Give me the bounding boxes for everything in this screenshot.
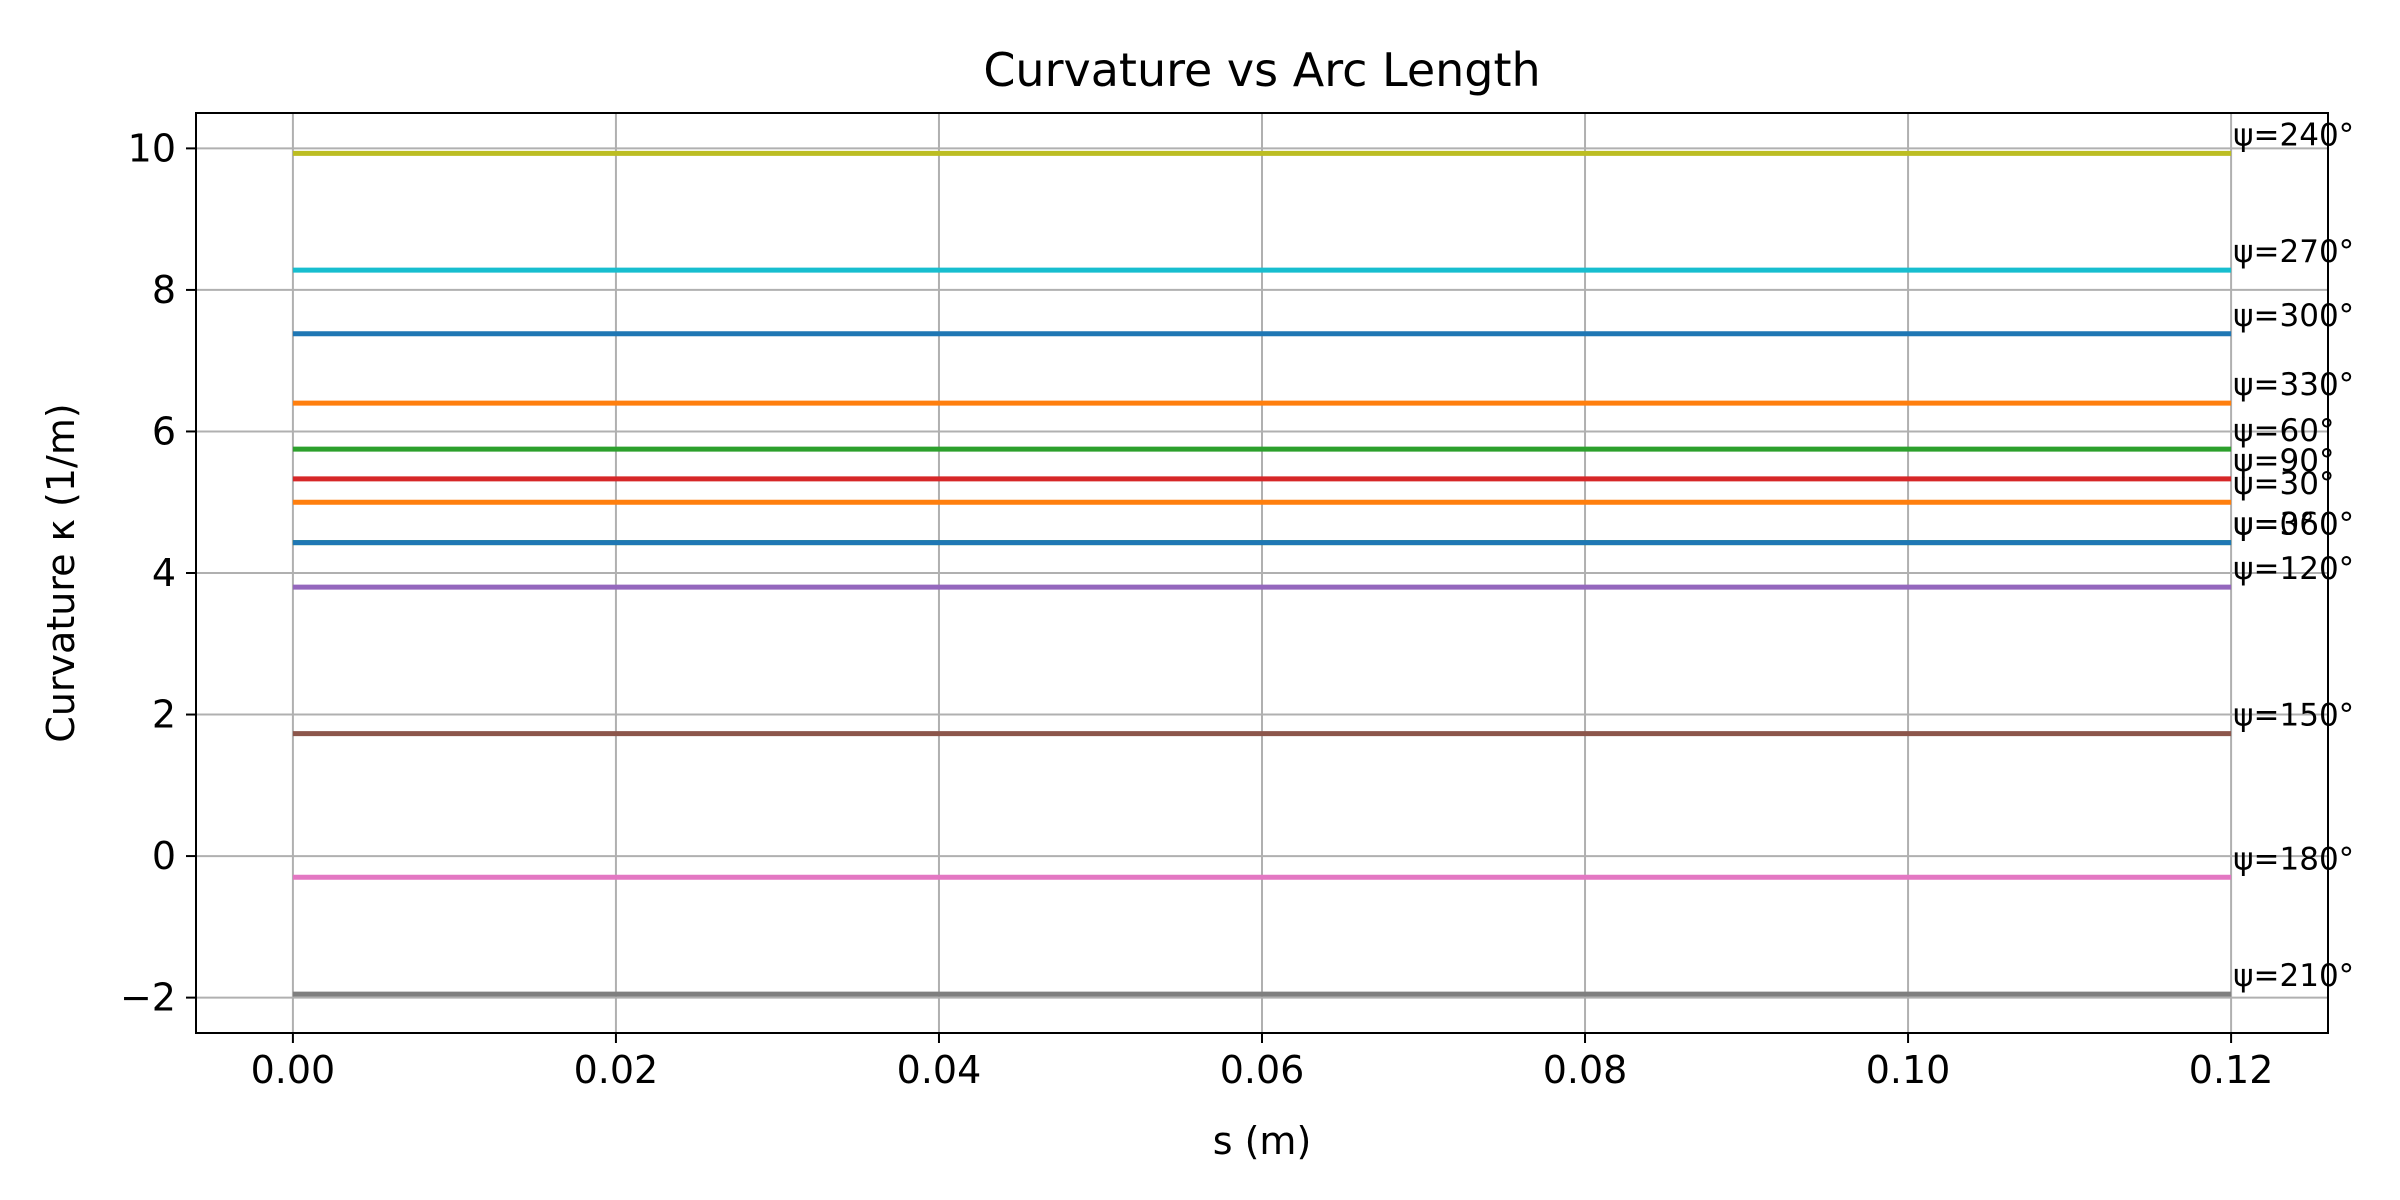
labels-layer: ψ=30° ψ=60°ψ=90° ψ=120° ψ=150° ψ=180° ψ=210° ψ… [2233, 117, 2354, 994]
x-tick-label: 0.00 [251, 1048, 336, 1092]
series-end-label: ψ=360° [2233, 507, 2354, 543]
y-axis-title: Curvature κ (1/m) [39, 403, 83, 742]
grid-layer [196, 113, 2328, 1033]
y-tick-label: 6 [152, 409, 176, 453]
y-tick-label: 4 [152, 551, 176, 595]
x-tick-label: 0.04 [897, 1048, 982, 1092]
series-end-label: ψ=60° [2233, 413, 2334, 449]
ticks-layer: 0.00 0.02 0.04 0.06 0.08 0.10 0.12 −2 0 2 4 6 8 10 [120, 126, 2273, 1092]
series-end-label: ψ=30° [2233, 466, 2334, 502]
series-end-label: ψ=330° [2233, 367, 2354, 403]
x-axis-title: s (m) [1213, 1119, 1312, 1163]
y-tick-label: −2 [120, 976, 176, 1020]
x-tick-label: 0.10 [1866, 1048, 1951, 1092]
series-end-label: ψ=150° [2233, 698, 2354, 734]
series-end-label: ψ=210° [2233, 958, 2354, 994]
series-end-label: ψ=120° [2233, 551, 2354, 587]
y-tick-label: 2 [152, 693, 176, 737]
y-tick-label: 8 [152, 268, 176, 312]
chart-title: Curvature vs Arc Length [983, 43, 1540, 97]
series-end-label: ψ=90° [2233, 443, 2334, 479]
x-tick-label: 0.08 [1543, 1048, 1628, 1092]
series-end-label: ψ=270° [2233, 234, 2354, 270]
y-tick-label: 0 [152, 834, 176, 878]
series-end-label: ψ=240° [2233, 117, 2354, 153]
x-tick-label: 0.02 [574, 1048, 659, 1092]
x-tick-label: 0.06 [1220, 1048, 1305, 1092]
y-tick-label: 10 [128, 126, 176, 170]
series-layer [292, 150, 2232, 997]
series-end-label: ψ=0° [2233, 507, 2315, 543]
series-end-label: ψ=180° [2233, 841, 2354, 877]
series-end-label: ψ=300° [2233, 298, 2354, 334]
x-tick-label: 0.12 [2189, 1048, 2274, 1092]
